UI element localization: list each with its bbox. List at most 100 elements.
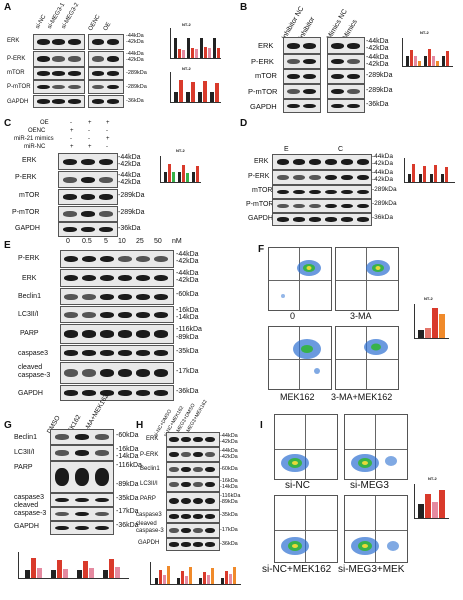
- blot-perk: [283, 54, 321, 69]
- group-label: E: [284, 146, 289, 153]
- kda-label: -60kDa: [116, 432, 139, 439]
- lane-label: si-NC: [34, 14, 48, 30]
- kda-label: -17kDa: [116, 508, 139, 515]
- blot-gapdh: [50, 521, 114, 535]
- row-label: caspase3: [14, 494, 44, 501]
- flow-plot-si-meg3: [344, 414, 408, 480]
- kda-label: -44kDa -42kDa: [366, 38, 389, 52]
- row-label: mTOR: [255, 71, 277, 80]
- row-label: PARP: [14, 464, 33, 471]
- kda-label: -60kDa: [176, 291, 199, 298]
- blot-parp: [60, 324, 174, 344]
- kda-label: -36kDa: [220, 541, 238, 547]
- sign: -: [88, 128, 90, 134]
- row-label: mTOR: [252, 187, 273, 194]
- blot-erk-mimics: [327, 37, 365, 54]
- chart-title: NT-2: [420, 30, 429, 35]
- kda-label: -16kDa -14kDa: [220, 478, 238, 490]
- row-label: P-ERK: [7, 56, 26, 62]
- flow-plot-si-nc-mek162: [274, 495, 338, 563]
- kda-label: -44kDa -42kDa: [176, 251, 199, 265]
- sign: -: [106, 128, 108, 134]
- row-label: P-mTOR: [12, 209, 40, 216]
- kda-label: -289kDa: [118, 192, 145, 199]
- blot-beclin1: [60, 288, 174, 305]
- row-label: P-ERK: [18, 255, 40, 262]
- sign: +: [88, 120, 92, 126]
- row-label: P-ERK: [15, 174, 37, 181]
- blot-erk: [60, 269, 174, 287]
- kda-label: -89kDa: [116, 481, 139, 488]
- blot-pmtor: [272, 199, 372, 213]
- kda-label: -289kDa: [372, 200, 397, 207]
- blot-gapdh: [283, 99, 321, 113]
- row-label: P-mTOR: [7, 84, 31, 90]
- blot-mtor: [272, 185, 372, 199]
- row-label: P-mTOR: [246, 201, 274, 208]
- kda-label: -116kDa -89kDa: [220, 493, 241, 505]
- lane-label: OENC: [87, 13, 102, 32]
- kda-label: -44kDa -42kDa: [372, 153, 393, 167]
- blot-beclin1: [166, 462, 220, 477]
- blot-perk: [58, 171, 118, 188]
- blot-cleaved-caspase3: [50, 507, 114, 521]
- blot-perk-mimics: [327, 54, 365, 69]
- blot-pmtor: [33, 80, 85, 94]
- flow-label: 3-MA+MEK162: [331, 392, 393, 402]
- row-label: Beclin1: [14, 434, 37, 441]
- kda-label: -60kDa: [220, 466, 238, 472]
- panel-letter-i: I: [260, 420, 263, 431]
- blot-mtor: [58, 189, 118, 205]
- blot-gapdh: [166, 538, 220, 551]
- blot-perk-oe: [88, 51, 124, 67]
- row-label: PARP: [20, 330, 39, 337]
- kda-label: -289kDa: [118, 209, 145, 216]
- blot-lc3: [60, 306, 174, 323]
- condition-label: OENC: [28, 128, 46, 134]
- kda-label: -17kDa: [176, 368, 199, 375]
- kda-label: -17kDa: [220, 527, 238, 533]
- blot-mtor-oe: [88, 67, 124, 80]
- condition-label: miR-21 mimics: [14, 136, 54, 142]
- panel-letter-b: B: [240, 2, 248, 13]
- blot-gapdh: [58, 222, 118, 237]
- bar-chart-h: [150, 562, 241, 585]
- flow-plot-0: [268, 247, 332, 311]
- blot-parp: [166, 492, 220, 510]
- bar-chart-i: [414, 484, 449, 519]
- blot-perk: [33, 51, 85, 67]
- blot-lc3: [166, 477, 220, 492]
- sign: -: [106, 144, 108, 150]
- row-label: caspase3: [136, 512, 162, 518]
- row-label: LC3II/I: [140, 481, 158, 487]
- panel-letter-h: H: [136, 420, 144, 431]
- kda-label: -44kDa -42kDa: [176, 270, 199, 284]
- chart-title: NT-2: [176, 148, 185, 153]
- chart-title: NT-2: [182, 66, 191, 71]
- row-label: caspase3: [18, 350, 48, 357]
- kda-label: -35kDa: [220, 512, 238, 518]
- dose-label: 10: [118, 238, 126, 245]
- blot-beclin1: [50, 429, 114, 445]
- flow-label: 3-MA: [350, 311, 372, 321]
- flow-label: si-MEG3+MEK: [338, 564, 405, 575]
- blot-cleaved-caspase3: [166, 523, 220, 538]
- bar-chart-a1: [170, 28, 221, 59]
- blot-caspase3: [60, 345, 174, 361]
- panel-letter-c: C: [4, 118, 12, 129]
- kda-label: -44kDa -42kDa: [118, 172, 141, 186]
- blot-gapdh-oe: [88, 95, 124, 108]
- row-label: GAPDH: [15, 225, 40, 232]
- blot-lc3: [50, 445, 114, 461]
- kda-label: -36kDa: [176, 388, 199, 395]
- panel-letter-f: F: [258, 244, 265, 255]
- row-label: ERK: [22, 157, 37, 164]
- row-label: Beclin1: [18, 293, 41, 300]
- kda-label: -36kDa: [118, 225, 141, 232]
- row-label: P-mTOR: [248, 87, 278, 96]
- row-label: cleaved caspase-3: [136, 521, 164, 534]
- flow-label: si-NC: [285, 480, 310, 491]
- row-label: cleaved caspase-3: [18, 364, 51, 379]
- row-label: Beclin1: [140, 466, 160, 472]
- row-label: ERK: [146, 436, 159, 442]
